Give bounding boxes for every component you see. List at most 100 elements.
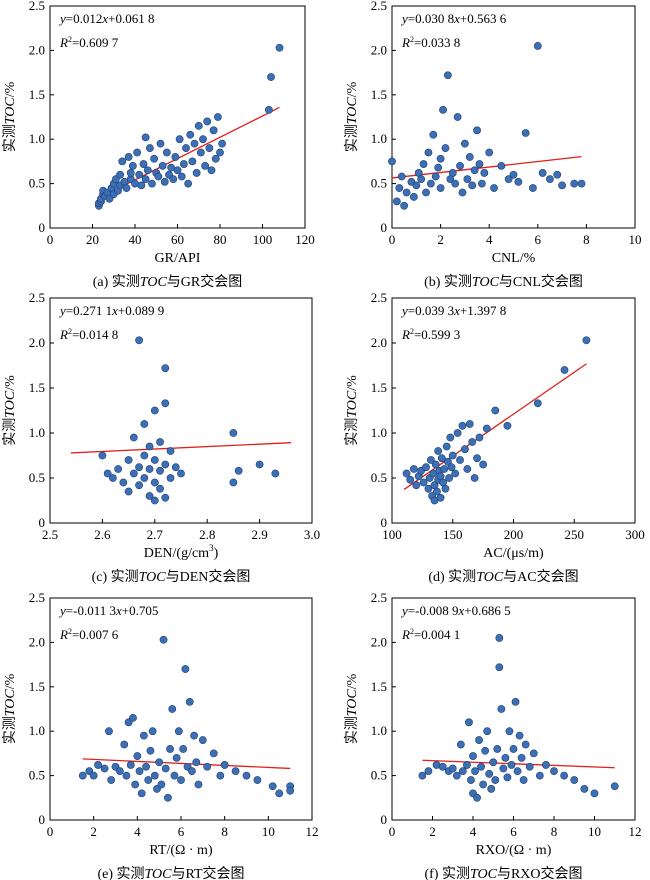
data-point <box>447 463 456 472</box>
y-axis-title-italic: TOC <box>3 390 18 418</box>
data-point <box>201 161 210 170</box>
data-point <box>533 42 542 50</box>
data-point <box>446 433 455 442</box>
data-point <box>275 789 284 798</box>
y-axis-title-prefix: 实测 <box>2 716 18 744</box>
y-tick-label: 0.5 <box>371 768 387 783</box>
panel-caption-italic: TOC <box>145 867 173 880</box>
data-point <box>188 767 196 776</box>
eq-coef: =-0.011 3 <box>66 603 116 618</box>
data-point <box>161 399 170 408</box>
regression-equation: y=-0.011 3x+0.705 <box>58 603 158 618</box>
data-point <box>137 181 146 190</box>
data-point <box>426 456 435 464</box>
y-tick-label: 1.0 <box>371 425 387 440</box>
data-point <box>267 73 275 81</box>
data-point <box>114 465 123 473</box>
data-point <box>194 121 203 130</box>
data-point <box>456 161 464 170</box>
x-tick-label: 8 <box>221 824 228 839</box>
data-point <box>487 785 496 793</box>
data-point <box>402 469 411 478</box>
data-point <box>119 478 128 487</box>
y-axis-title-suffix: /% <box>3 673 18 689</box>
panel-caption-suffix: 与RXO交会图 <box>497 865 583 880</box>
y-axis-title-suffix: /% <box>345 81 360 97</box>
data-point <box>456 456 464 464</box>
data-point <box>443 71 452 80</box>
data-point <box>509 170 518 179</box>
r-squared: R2=0.599 3 <box>401 327 460 342</box>
x-axis-title: RXO/(Ω · m) <box>476 843 552 858</box>
eq-const: +0.061 8 <box>108 11 154 26</box>
r2-value: =0.599 3 <box>414 327 460 342</box>
data-point <box>422 188 430 197</box>
y-axis-title-suffix: /% <box>3 81 18 97</box>
r2-superscript: 2 <box>68 35 72 44</box>
y-axis-title: 实测TOC/% <box>344 375 360 446</box>
eq-x: x <box>115 603 122 618</box>
data-point <box>448 451 457 460</box>
x-tick-label: 2 <box>437 232 444 247</box>
data-point <box>445 474 454 482</box>
data-point <box>519 776 528 784</box>
y-tick-label: 2.0 <box>29 42 45 57</box>
data-point <box>465 153 474 161</box>
plot-frame <box>391 5 636 229</box>
data-point <box>439 105 447 114</box>
x-axis-title: AC/(μs/m) <box>483 546 544 561</box>
panel-caption-italic: TOC <box>470 867 498 880</box>
data-point <box>560 771 569 780</box>
data-point <box>535 771 544 780</box>
x-tick-label: 2 <box>90 824 97 839</box>
y-axis-title-prefix: 实测 <box>344 124 360 152</box>
data-point <box>203 762 212 771</box>
data-point <box>179 745 188 753</box>
data-point <box>286 786 295 795</box>
data-point <box>161 764 170 773</box>
data-point <box>161 364 170 373</box>
data-point <box>231 767 240 776</box>
data-point <box>582 336 591 345</box>
eq-const: +0.563 6 <box>460 11 507 26</box>
data-point <box>155 758 164 767</box>
data-point <box>422 463 430 472</box>
x-tick-label: 0 <box>389 824 396 839</box>
panel-caption-suffix: 与AC交会图 <box>503 568 578 585</box>
data-point <box>570 776 579 784</box>
y-tick-label: 0.5 <box>29 470 45 485</box>
data-point <box>209 749 218 758</box>
data-point <box>453 113 462 121</box>
data-point <box>137 789 146 798</box>
data-point <box>115 767 124 776</box>
data-point <box>166 474 175 482</box>
data-point <box>434 163 443 172</box>
x-axis-title: DEN/(g/cm3) <box>144 543 219 561</box>
data-point <box>168 705 177 713</box>
eq-coef: =0.030 8 <box>408 11 454 26</box>
data-point <box>116 170 125 179</box>
y-tick-label: 1.5 <box>371 380 387 395</box>
data-point <box>150 478 159 487</box>
y-tick-label: 0 <box>39 515 46 530</box>
panel-caption: (e) 实测TOC与RT交会图 <box>97 865 244 880</box>
data-point <box>141 175 150 184</box>
data-point <box>124 153 133 161</box>
data-point <box>469 752 477 760</box>
data-point <box>190 731 198 740</box>
data-point <box>452 771 461 780</box>
data-point <box>448 169 457 177</box>
data-point <box>229 429 238 437</box>
x-tick-label: 150 <box>443 527 463 542</box>
data-point <box>463 175 472 184</box>
data-point <box>481 746 490 755</box>
data-point <box>174 727 183 736</box>
data-point <box>478 179 486 188</box>
data-point <box>443 457 452 466</box>
data-point <box>148 727 157 736</box>
data-point <box>135 463 143 472</box>
data-point <box>140 474 149 482</box>
